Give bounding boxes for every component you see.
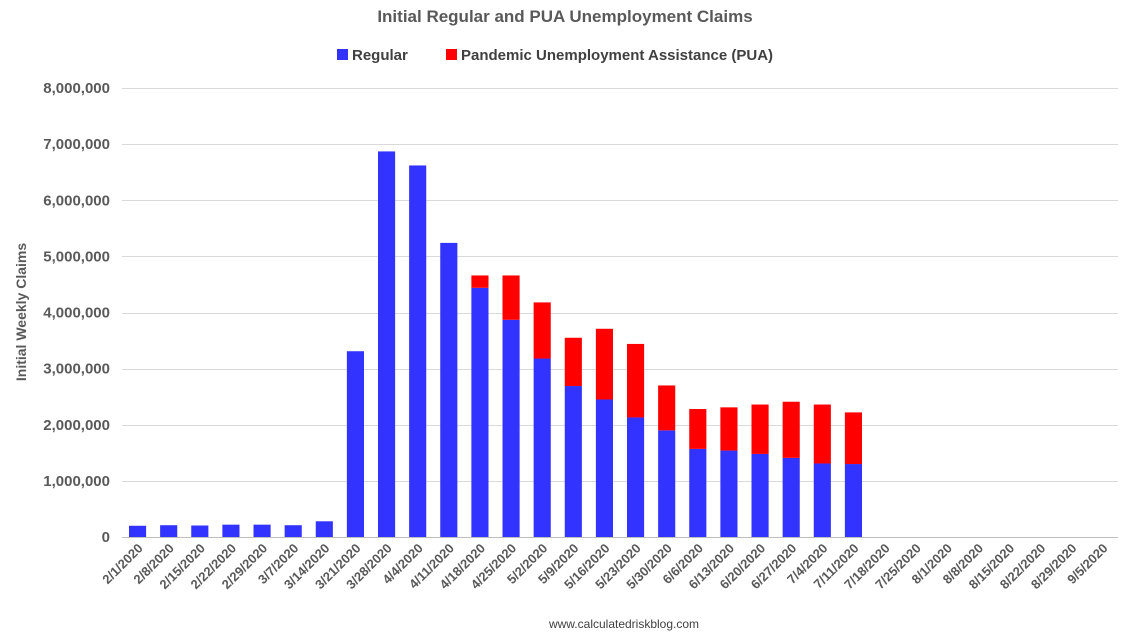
bar-regular bbox=[627, 417, 645, 537]
bar-regular bbox=[658, 430, 676, 537]
bar-pua bbox=[595, 328, 613, 400]
bar-regular bbox=[751, 453, 769, 537]
bar-pua bbox=[502, 275, 520, 320]
y-tick-label: 3,000,000 bbox=[43, 361, 110, 378]
bar-regular bbox=[160, 525, 178, 537]
bar-regular bbox=[378, 151, 396, 537]
bar-regular bbox=[222, 524, 240, 537]
bar-regular bbox=[409, 165, 427, 537]
y-tick-label: 1,000,000 bbox=[43, 473, 110, 490]
bar-pua bbox=[720, 407, 738, 451]
bar-pua bbox=[782, 401, 800, 458]
bar-pua bbox=[627, 343, 645, 418]
y-tick-label: 6,000,000 bbox=[43, 192, 110, 209]
y-tick-label: 0 bbox=[102, 529, 110, 546]
bar-pua bbox=[658, 385, 676, 431]
y-tick-label: 7,000,000 bbox=[43, 136, 110, 153]
y-tick-label: 2,000,000 bbox=[43, 417, 110, 434]
bar-regular bbox=[844, 464, 862, 537]
bar-regular bbox=[720, 450, 738, 537]
bar-regular bbox=[502, 319, 520, 537]
bar-pua bbox=[533, 302, 551, 359]
gridlines bbox=[122, 88, 1118, 482]
legend-swatch-regular bbox=[337, 49, 348, 60]
x-axis-ticks: 2/1/20202/8/20202/15/20202/22/20202/29/2… bbox=[99, 541, 1110, 593]
bar-regular bbox=[315, 521, 333, 537]
y-axis-label: Initial Weekly Claims bbox=[13, 243, 29, 381]
bar-regular bbox=[191, 525, 209, 537]
y-tick-label: 4,000,000 bbox=[43, 305, 110, 322]
bar-regular bbox=[533, 358, 551, 537]
bar-pua bbox=[751, 404, 769, 454]
legend-label-pua: Pandemic Unemployment Assistance (PUA) bbox=[461, 47, 773, 64]
bar-regular bbox=[689, 448, 707, 537]
y-tick-label: 8,000,000 bbox=[43, 80, 110, 97]
bar-regular bbox=[346, 351, 364, 537]
source-credit: www.calculatedriskblog.com bbox=[548, 617, 699, 631]
bar-regular bbox=[253, 524, 271, 537]
bar-regular bbox=[564, 386, 582, 537]
bar-regular bbox=[595, 399, 613, 537]
bar-regular bbox=[471, 287, 489, 537]
y-tick-label: 5,000,000 bbox=[43, 248, 110, 265]
y-axis-ticks: 0 1,000,000 2,000,000 3,000,000 4,000,000 5,0… bbox=[43, 80, 110, 546]
bar-pua bbox=[689, 409, 707, 449]
legend-label-regular: Regular bbox=[352, 47, 408, 64]
bar-regular bbox=[284, 525, 302, 537]
bar-regular bbox=[782, 457, 800, 537]
bar-pua bbox=[471, 275, 489, 288]
legend: Regular Pandemic Unemployment Assistance… bbox=[337, 47, 773, 64]
bar-pua bbox=[844, 412, 862, 465]
bar-pua bbox=[813, 404, 831, 464]
bar-regular bbox=[813, 463, 831, 537]
bar-pua bbox=[564, 337, 582, 387]
bar-regular bbox=[129, 525, 147, 537]
bars bbox=[129, 151, 862, 537]
bar-regular bbox=[440, 242, 458, 537]
legend-swatch-pua bbox=[446, 49, 457, 60]
chart-title: Initial Regular and PUA Unemployment Cla… bbox=[377, 7, 752, 26]
